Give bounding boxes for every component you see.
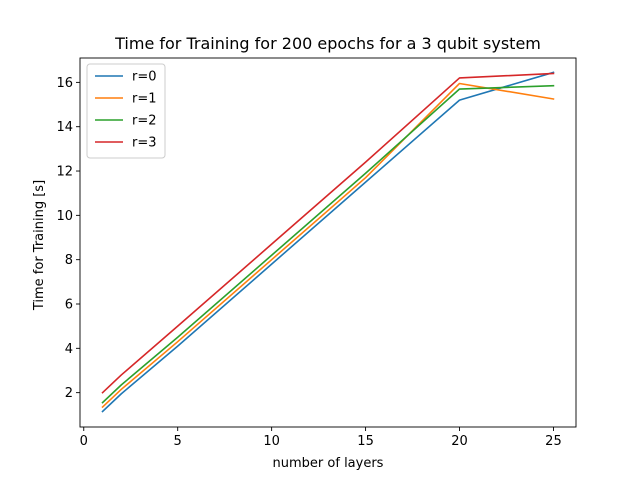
x-tick-label: 25	[545, 434, 562, 449]
legend-label-r=2: r=2	[132, 114, 157, 129]
y-tick-label: 4	[65, 342, 73, 357]
legend-label-r=0: r=0	[132, 70, 157, 85]
x-tick-label: 10	[263, 434, 280, 449]
legend-label-r=3: r=3	[132, 136, 157, 151]
y-tick-label: 14	[56, 120, 73, 135]
y-tick-label: 12	[56, 165, 73, 180]
x-tick-label: 15	[357, 434, 374, 449]
x-tick-label: 20	[451, 434, 468, 449]
axes: 0 5 10 15 20 25 2 4 6 8 10 12 14 16	[56, 57, 577, 449]
chart-title: Time for Training for 200 epochs for a 3…	[114, 34, 541, 53]
plot-area	[101, 71, 555, 413]
legend: r=0 r=1 r=2 r=3	[86, 63, 166, 159]
y-axis-label: Time for Training [s]	[32, 180, 47, 311]
y-tick-label: 6	[65, 298, 73, 313]
y-tick-label: 2	[65, 386, 73, 401]
series-line-r=0	[101, 71, 555, 413]
series-line-r=2	[101, 84, 555, 404]
y-tick-label: 8	[65, 253, 73, 268]
y-tick-label: 10	[56, 209, 73, 224]
x-tick-label: 0	[80, 434, 88, 449]
x-axis-label: number of layers	[273, 456, 384, 471]
series-line-r=1	[101, 82, 555, 409]
legend-label-r=1: r=1	[132, 92, 157, 107]
y-tick-label: 16	[56, 76, 73, 91]
legend-box	[86, 63, 166, 159]
axes-frame	[79, 57, 577, 428]
series-line-r=3	[101, 72, 555, 394]
x-tick-label: 5	[174, 434, 182, 449]
